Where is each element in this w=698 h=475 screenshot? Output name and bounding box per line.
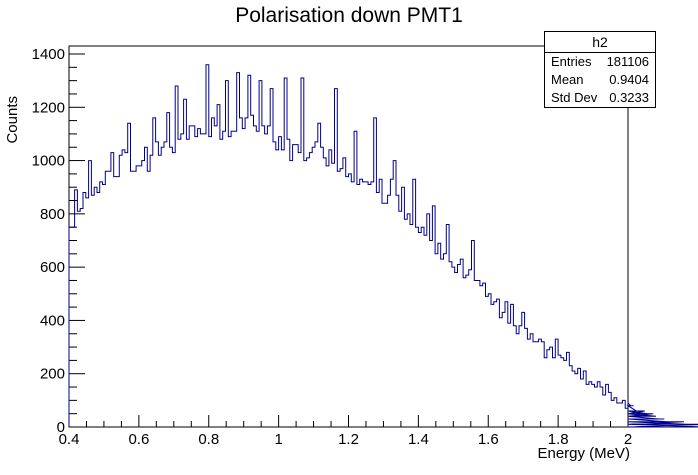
stats-row-stddev: Std Dev 0.3233 — [545, 89, 655, 107]
histogram-line — [68, 64, 698, 428]
stats-row-entries: Entries 181106 — [545, 53, 655, 71]
y-tick-label: 400 — [40, 312, 65, 329]
x-tick-label: 2 — [624, 431, 632, 448]
x-tick-label: 0.4 — [59, 431, 80, 448]
x-tick-label: 0.8 — [198, 431, 219, 448]
x-tick-label: 1.2 — [338, 431, 359, 448]
x-tick-label: 1.6 — [478, 431, 499, 448]
stats-histogram-name: h2 — [545, 32, 655, 53]
stats-entries-value: 181106 — [606, 54, 649, 69]
chart-title: Polarisation down PMT1 — [235, 4, 463, 27]
stats-stddev-value: 0.3233 — [609, 90, 649, 105]
y-tick-label: 200 — [40, 366, 65, 383]
y-tick-label: 1400 — [32, 46, 65, 63]
stats-box: h2 Entries 181106 Mean 0.9404 Std Dev 0.… — [544, 31, 656, 108]
stats-mean-label: Mean — [551, 72, 584, 87]
y-tick-label: 1000 — [32, 153, 65, 170]
x-tick-label: 1.4 — [408, 431, 429, 448]
stats-mean-value: 0.9404 — [609, 72, 649, 87]
stats-row-mean: Mean 0.9404 — [545, 71, 655, 89]
stats-entries-label: Entries — [551, 54, 592, 69]
stats-stddev-label: Std Dev — [551, 90, 598, 105]
y-axis-label: Counts — [4, 96, 21, 144]
y-tick-label: 0 — [57, 419, 65, 436]
x-axis-label: Energy (MeV) — [537, 445, 630, 462]
y-tick-label: 1200 — [32, 99, 65, 116]
y-tick-label: 800 — [40, 206, 65, 223]
y-axis: 0 200 400 600 800 1000 1200 1400 — [32, 46, 85, 436]
x-axis: 0.4 0.6 0.8 1 1.2 1.4 1.6 1.8 2 — [59, 415, 632, 448]
x-tick-label: 1 — [274, 431, 282, 448]
y-tick-label: 600 — [40, 259, 65, 276]
x-tick-label: 1.8 — [548, 431, 569, 448]
x-tick-label: 0.6 — [128, 431, 149, 448]
